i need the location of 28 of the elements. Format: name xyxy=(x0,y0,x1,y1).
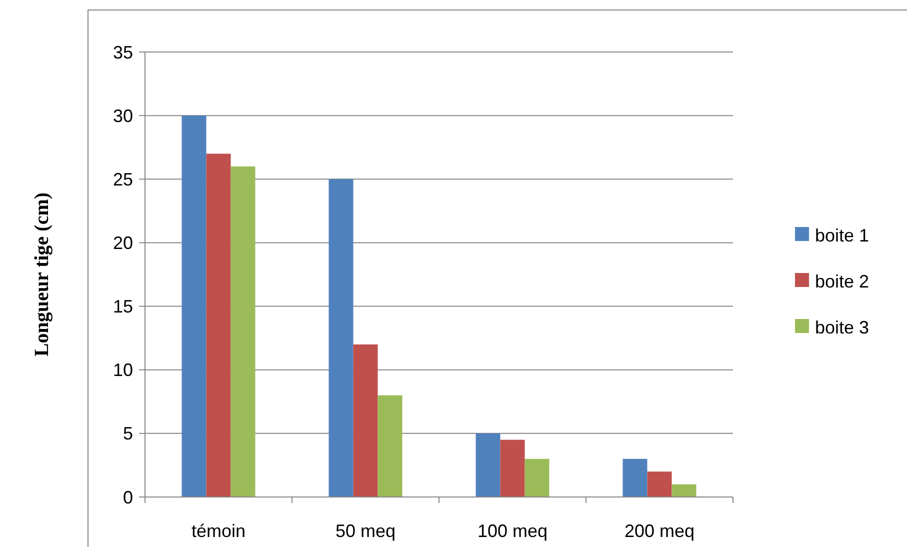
bar xyxy=(500,440,525,497)
x-tick-label: 200 meq xyxy=(624,521,695,541)
y-tick-label: 35 xyxy=(112,42,133,62)
bar xyxy=(524,458,550,497)
bar xyxy=(328,179,354,497)
y-tick-label: 0 xyxy=(122,487,133,508)
bar xyxy=(647,472,672,497)
bar xyxy=(353,344,378,497)
legend-label: boite 3 xyxy=(815,317,870,338)
bar xyxy=(230,166,256,497)
y-tick-label: 15 xyxy=(112,296,133,317)
bar xyxy=(206,154,231,497)
x-tick-label: 50 meq xyxy=(335,521,396,541)
legend-label: boite 2 xyxy=(815,271,870,292)
y-tick-label: 10 xyxy=(112,360,133,380)
bar xyxy=(622,458,648,497)
x-tick-label: 100 meq xyxy=(477,521,548,541)
x-tick-label: témoin xyxy=(191,521,246,541)
legend-label: boite 1 xyxy=(815,225,870,246)
y-tick-label: 30 xyxy=(112,106,133,126)
y-tick-label: 25 xyxy=(112,169,133,190)
bar xyxy=(476,433,500,497)
y-tick-label: 5 xyxy=(122,424,133,444)
y-axis-title: Longueur tige (cm) xyxy=(31,192,53,357)
y-tick-label: 20 xyxy=(112,233,133,254)
bar xyxy=(182,116,206,497)
bar xyxy=(378,395,402,497)
bar xyxy=(672,484,696,497)
